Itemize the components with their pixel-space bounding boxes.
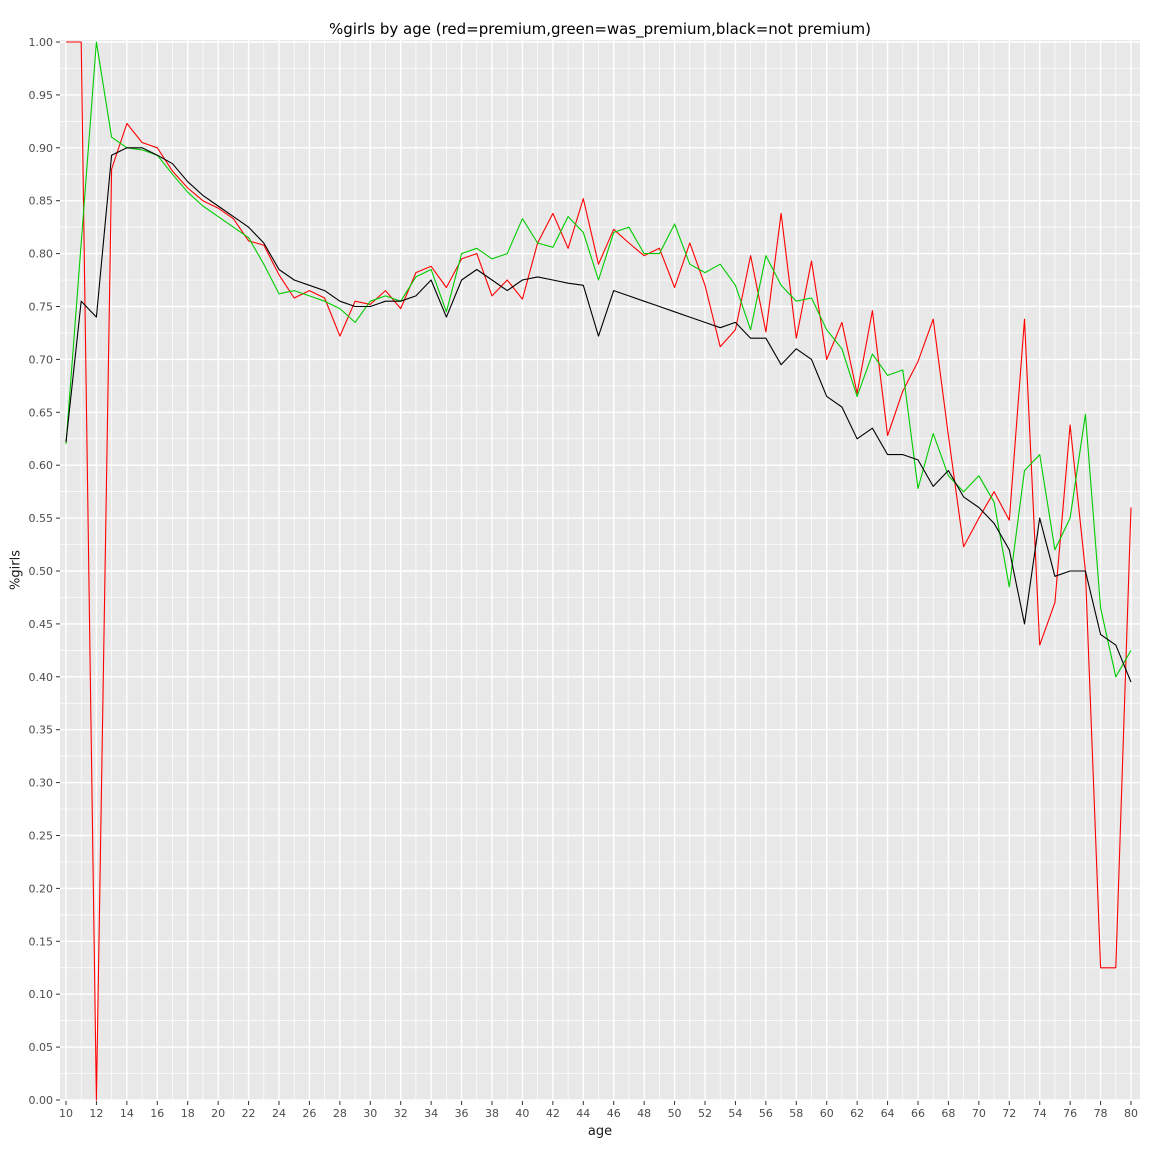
x-tick-label: 56	[759, 1107, 773, 1120]
y-tick-label: 0.40	[29, 671, 54, 684]
y-tick-label: 0.50	[29, 565, 54, 578]
x-tick-label: 40	[515, 1107, 529, 1120]
x-tick-label: 68	[941, 1107, 955, 1120]
y-tick-label: 0.00	[29, 1094, 54, 1107]
x-tick-label: 54	[728, 1107, 742, 1120]
x-tick-label: 28	[333, 1107, 347, 1120]
x-tick-label: 30	[363, 1107, 377, 1120]
x-tick-label: 52	[698, 1107, 712, 1120]
series-line-was_premium	[65, 41, 1132, 678]
y-tick-label: 0.20	[29, 882, 54, 895]
x-tick-label: 34	[424, 1107, 438, 1120]
y-tick-label: 0.35	[29, 724, 54, 737]
x-tick-label: 44	[576, 1107, 590, 1120]
y-tick-label: 0.90	[29, 142, 54, 155]
y-tick-label: 0.60	[29, 459, 54, 472]
y-tick-label: 0.15	[29, 935, 54, 948]
x-tick-label: 14	[120, 1107, 134, 1120]
x-tick-label: 18	[181, 1107, 195, 1120]
x-tick-label: 76	[1063, 1107, 1077, 1120]
x-tick-label: 46	[607, 1107, 621, 1120]
chart-title: %girls by age (red=premium,green=was_pre…	[329, 20, 871, 38]
x-tick-label: 10	[59, 1107, 73, 1120]
y-tick-label: 0.80	[29, 248, 54, 261]
x-tick-label: 70	[972, 1107, 986, 1120]
x-tick-label: 74	[1033, 1107, 1047, 1120]
x-axis-title: age	[587, 1124, 613, 1139]
x-tick-label: 32	[394, 1107, 408, 1120]
y-tick-label: 0.65	[29, 406, 54, 419]
x-tick-label: 78	[1094, 1107, 1108, 1120]
x-tick-label: 58	[789, 1107, 803, 1120]
x-tick-label: 50	[668, 1107, 682, 1120]
x-tick-label: 62	[850, 1107, 864, 1120]
x-tick-label: 66	[911, 1107, 925, 1120]
x-tick-label: 60	[820, 1107, 834, 1120]
x-tick-label: 64	[881, 1107, 895, 1120]
x-tick-label: 20	[211, 1107, 225, 1120]
y-tick-label: 0.75	[29, 301, 54, 314]
x-tick-label: 42	[546, 1107, 560, 1120]
series-line-premium	[66, 41, 1132, 1101]
y-tick-label: 0.25	[29, 830, 54, 843]
x-tick-label: 48	[637, 1107, 651, 1120]
x-tick-label: 36	[455, 1107, 469, 1120]
y-tick-label: 0.55	[29, 512, 54, 525]
y-tick-label: 0.30	[29, 777, 54, 790]
y-tick-label: 0.10	[29, 988, 54, 1001]
y-tick-label: 0.85	[29, 195, 54, 208]
y-tick-label: 0.05	[29, 1041, 54, 1054]
x-tick-label: 26	[302, 1107, 316, 1120]
x-tick-label: 22	[242, 1107, 256, 1120]
y-axis-title: %girls	[8, 550, 24, 590]
x-tick-label: 12	[89, 1107, 103, 1120]
series-line-not_premium	[65, 147, 1132, 683]
x-tick-label: 72	[1002, 1107, 1016, 1120]
y-tick-label: 0.95	[29, 89, 54, 102]
x-tick-label: 24	[272, 1107, 286, 1120]
x-tick-label: 80	[1124, 1107, 1138, 1120]
y-tick-label: 0.70	[29, 353, 54, 366]
y-tick-label: 0.45	[29, 618, 54, 631]
x-tick-label: 16	[150, 1107, 164, 1120]
y-tick-label: 1.00	[29, 36, 54, 49]
x-tick-label: 38	[485, 1107, 499, 1120]
